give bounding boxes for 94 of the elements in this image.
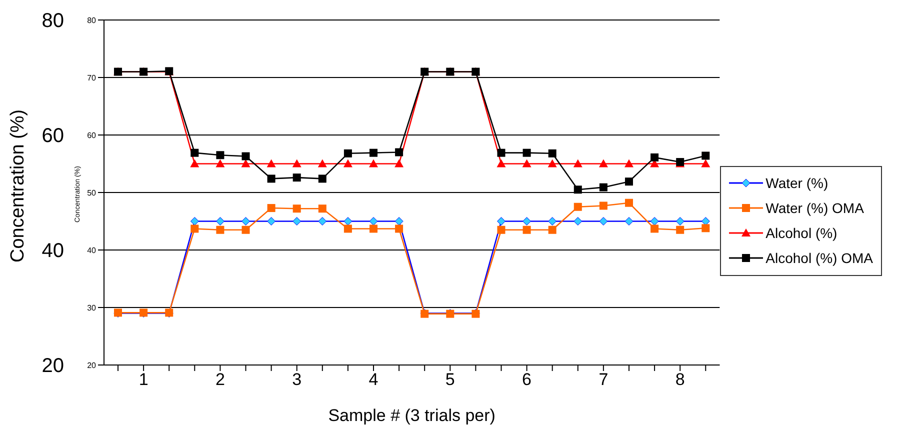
point <box>369 224 378 233</box>
point <box>676 226 684 234</box>
point <box>266 159 276 168</box>
point <box>318 159 327 168</box>
point <box>650 217 659 226</box>
point <box>548 149 556 158</box>
point <box>344 217 352 226</box>
point <box>190 159 200 168</box>
point <box>216 151 224 160</box>
point <box>496 159 506 168</box>
point <box>574 217 582 226</box>
point <box>701 217 710 226</box>
legend-label: Water (%) OMA <box>766 200 864 216</box>
point <box>548 159 557 168</box>
point <box>395 148 404 156</box>
x-tick-label: 7 <box>598 370 608 390</box>
point <box>343 159 352 168</box>
legend-label: Alcohol (%) <box>766 225 838 241</box>
point <box>522 226 531 234</box>
point <box>216 226 224 234</box>
point <box>702 224 710 232</box>
x-tick-label: 4 <box>368 370 378 390</box>
point <box>190 224 199 233</box>
point <box>701 159 710 168</box>
point <box>599 202 608 210</box>
y-tick-label: 50 <box>87 188 97 198</box>
point <box>242 217 250 226</box>
x-tick-label: 6 <box>522 370 532 390</box>
point <box>190 217 199 226</box>
point <box>368 159 378 168</box>
point <box>624 198 633 207</box>
point <box>344 224 352 233</box>
y-tick-label: 30 <box>87 303 97 312</box>
x-tick-label: 1 <box>138 370 148 390</box>
point <box>216 217 224 226</box>
point <box>624 217 634 226</box>
point <box>394 217 404 226</box>
point <box>394 159 404 168</box>
point <box>242 226 250 234</box>
y2-tick-label: 40 <box>42 240 64 262</box>
y2-tick-label: 80 <box>42 10 64 32</box>
point <box>369 148 378 157</box>
y2-axis-title: Concentration (%) <box>8 109 29 262</box>
point <box>676 217 684 226</box>
point <box>624 178 633 186</box>
point <box>548 226 556 234</box>
point <box>599 183 608 192</box>
point <box>574 186 582 194</box>
point <box>267 174 276 183</box>
point <box>292 174 301 182</box>
y-tick-label: 60 <box>87 130 97 140</box>
point <box>318 217 327 226</box>
point <box>496 217 506 226</box>
legend-label: Alcohol (%) OMA <box>766 250 873 266</box>
y-tick-label: 40 <box>87 246 97 255</box>
point <box>598 159 608 168</box>
x-tick-label: 3 <box>292 370 302 390</box>
point <box>650 224 659 233</box>
point <box>650 153 659 162</box>
y-tick-label: 20 <box>87 360 97 370</box>
point <box>497 226 506 234</box>
point <box>522 159 532 168</box>
point <box>318 174 326 183</box>
point <box>292 159 302 168</box>
point <box>216 159 225 168</box>
y-tick-label: 70 <box>87 73 97 82</box>
x-tick-label: 2 <box>215 370 225 390</box>
point <box>574 202 582 211</box>
x-axis-title: Sample # (3 trials per) <box>328 406 496 425</box>
point <box>267 217 276 226</box>
point <box>702 152 710 160</box>
point <box>241 159 250 168</box>
point <box>522 217 532 226</box>
point <box>497 148 506 157</box>
point <box>573 159 582 168</box>
point <box>318 204 326 213</box>
point <box>292 217 302 226</box>
point <box>624 159 634 168</box>
point <box>395 224 404 233</box>
point <box>369 217 378 226</box>
point <box>599 217 608 226</box>
point <box>190 148 199 157</box>
point <box>267 204 276 212</box>
x-tick-label: 5 <box>445 370 455 390</box>
y2-tick-label: 60 <box>42 125 64 148</box>
x-tick-label: 8 <box>675 370 685 390</box>
point <box>344 149 352 158</box>
point <box>522 148 531 157</box>
y-tick-label: 80 <box>87 16 97 25</box>
point <box>548 217 557 226</box>
legend-label: Water (%) <box>766 175 828 191</box>
point <box>292 204 301 213</box>
y2-tick-label: 20 <box>42 355 64 378</box>
point <box>242 152 250 160</box>
